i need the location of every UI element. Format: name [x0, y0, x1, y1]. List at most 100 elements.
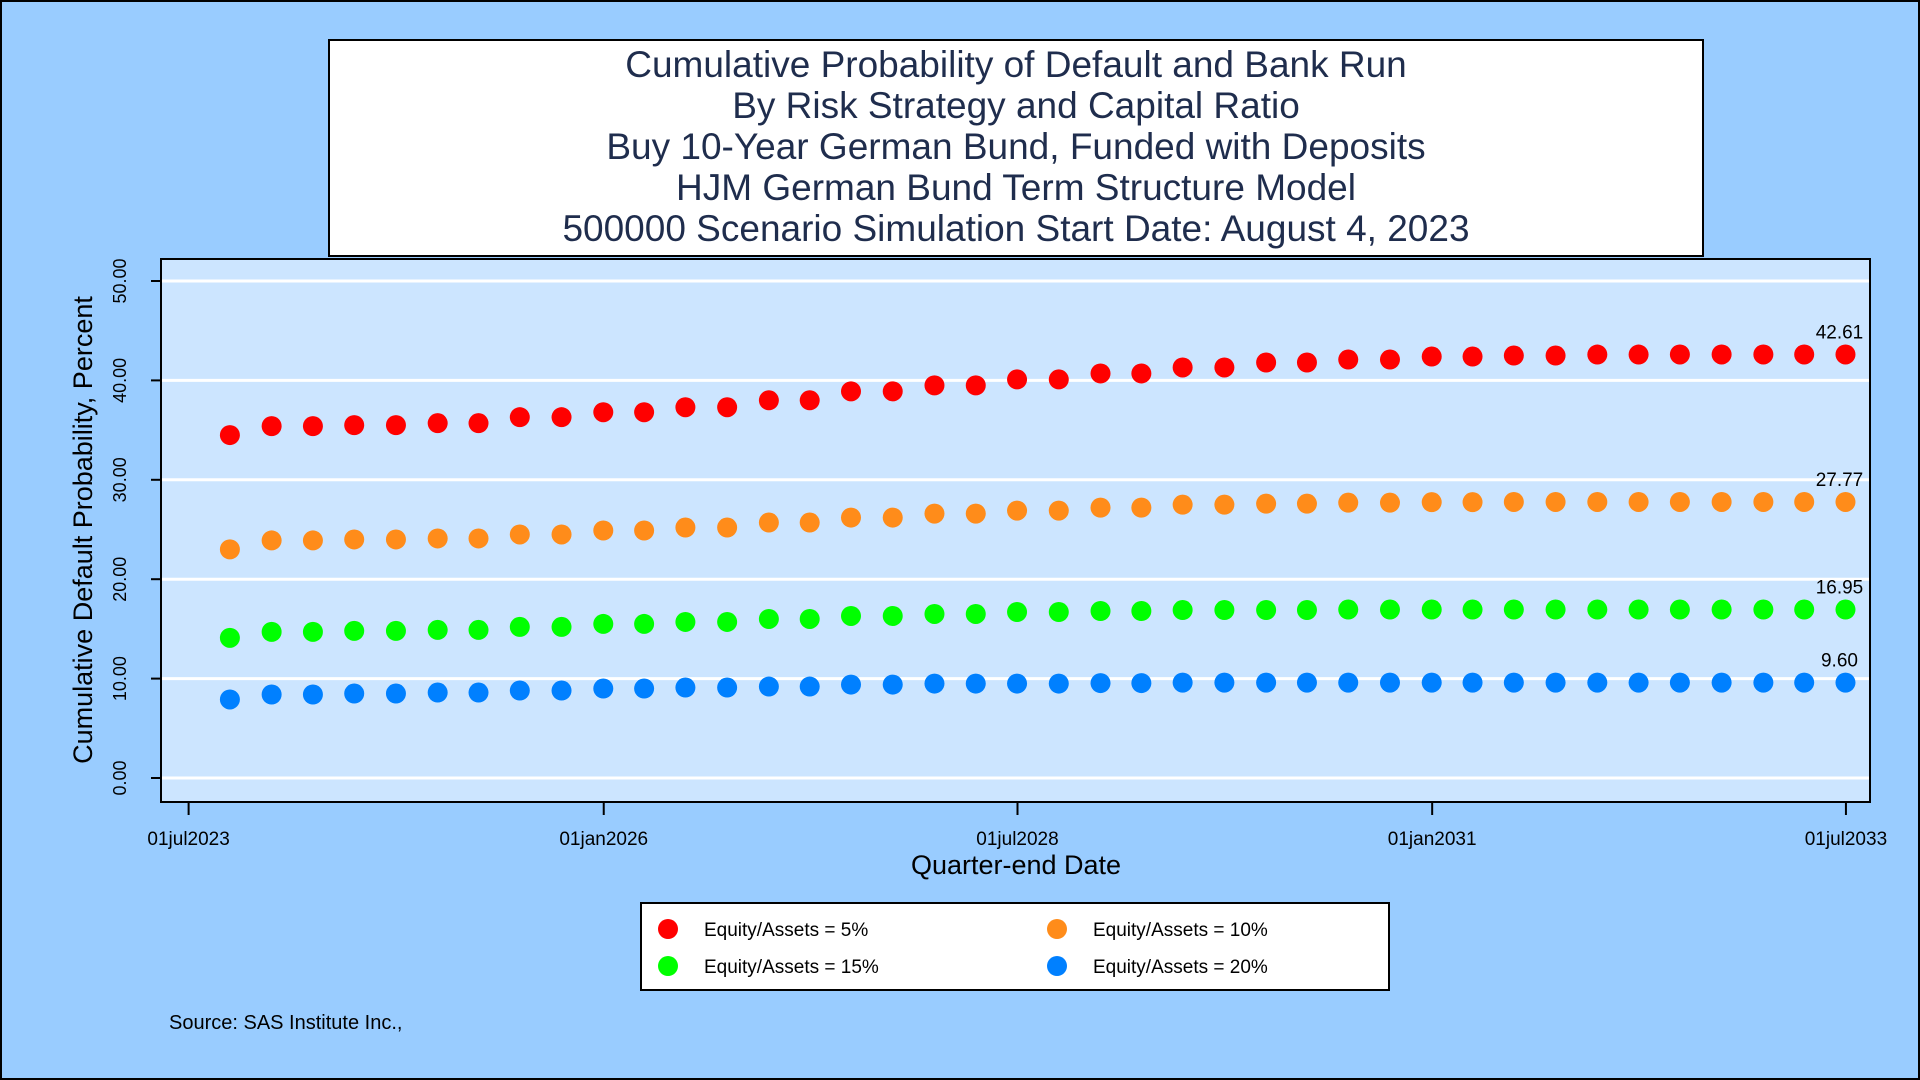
- data-point: [799, 676, 820, 697]
- data-point: [1587, 599, 1608, 620]
- data-point: [717, 611, 738, 632]
- data-point: [634, 520, 655, 541]
- title-line-3: Buy 10-Year German Bund, Funded with Dep…: [606, 126, 1425, 167]
- data-point: [509, 407, 530, 428]
- data-point: [1503, 491, 1524, 512]
- data-point: [758, 676, 779, 697]
- data-point: [717, 517, 738, 538]
- data-point: [1338, 672, 1359, 693]
- data-point: [1794, 599, 1815, 620]
- data-point: [1296, 600, 1317, 621]
- series-4: [219, 672, 1856, 710]
- data-point: [261, 684, 282, 705]
- data-point: [1835, 344, 1856, 365]
- data-point: [427, 619, 448, 640]
- data-point: [219, 425, 240, 446]
- data-point: [1587, 344, 1608, 365]
- data-point: [1048, 500, 1069, 521]
- data-point: [1214, 357, 1235, 378]
- data-point: [965, 375, 986, 396]
- data-point: [1338, 599, 1359, 620]
- data-point: [1007, 602, 1028, 623]
- data-point: [1090, 363, 1111, 384]
- legend-marker: [1047, 919, 1067, 939]
- data-point: [344, 529, 365, 550]
- end-value-label: 42.61: [1816, 322, 1864, 343]
- data-point: [965, 603, 986, 624]
- data-point: [799, 512, 820, 533]
- data-point: [468, 528, 489, 549]
- data-point: [1256, 672, 1277, 693]
- data-point: [1835, 599, 1856, 620]
- data-point: [965, 503, 986, 524]
- chart-title: Cumulative Probability of Default and Ba…: [562, 44, 1469, 249]
- data-point: [1753, 344, 1774, 365]
- data-point: [924, 503, 945, 524]
- data-point: [1214, 494, 1235, 515]
- data-point: [675, 677, 696, 698]
- data-point: [509, 680, 530, 701]
- data-point: [1753, 672, 1774, 693]
- data-point: [1379, 672, 1400, 693]
- data-point: [1711, 599, 1732, 620]
- data-point: [1214, 600, 1235, 621]
- data-point: [1835, 672, 1856, 693]
- data-point: [302, 684, 323, 705]
- end-labels: 42.61 27.77 16.95 9.60: [1816, 322, 1864, 671]
- data-point: [344, 415, 365, 436]
- data-point: [219, 689, 240, 710]
- data-point: [1379, 492, 1400, 513]
- data-point: [509, 616, 530, 637]
- x-tick-label: 01jul2028: [976, 829, 1058, 850]
- data-point: [1753, 491, 1774, 512]
- data-point: [1131, 497, 1152, 518]
- y-tick-label: 10.00: [110, 656, 130, 701]
- legend-item: Equity/Assets = 5%: [658, 919, 868, 941]
- data-point: [1711, 344, 1732, 365]
- data-point: [1421, 599, 1442, 620]
- data-point: [1048, 602, 1069, 623]
- data-point: [551, 616, 572, 637]
- data-point: [1172, 357, 1193, 378]
- y-tick-label: 20.00: [110, 557, 130, 602]
- data-point: [1545, 672, 1566, 693]
- y-tick-label: 30.00: [110, 457, 130, 502]
- data-point: [882, 605, 903, 626]
- data-point: [1835, 491, 1856, 512]
- data-point: [1421, 346, 1442, 367]
- end-value-label: 9.60: [1821, 651, 1858, 672]
- data-point: [1794, 491, 1815, 512]
- data-point: [882, 674, 903, 695]
- x-axis: 01jul2023 01jan2026 01jul2028 01jan2031 01ju…: [147, 801, 1887, 850]
- data-point: [551, 680, 572, 701]
- data-point: [634, 678, 655, 699]
- y-tick-label: 40.00: [110, 358, 130, 403]
- data-point: [302, 530, 323, 551]
- data-point: [1628, 344, 1649, 365]
- data-point: [385, 620, 406, 641]
- x-tick-label: 01jul2033: [1805, 829, 1887, 850]
- data-point: [1131, 363, 1152, 384]
- data-point: [758, 512, 779, 533]
- data-point: [1462, 599, 1483, 620]
- data-point: [1545, 345, 1566, 366]
- legend-label: Equity/Assets = 15%: [704, 957, 879, 978]
- legend: Equity/Assets = 5% Equity/Assets = 10% Equ…: [658, 919, 1268, 978]
- data-point: [1669, 599, 1690, 620]
- data-point: [302, 416, 323, 437]
- data-point: [1753, 599, 1774, 620]
- data-point: [219, 539, 240, 560]
- data-point: [551, 524, 572, 545]
- series-1: [219, 344, 1856, 446]
- data-point: [261, 416, 282, 437]
- data-point: [385, 529, 406, 550]
- plot-area: [160, 258, 1871, 803]
- data-point: [840, 381, 861, 402]
- data-point: [1462, 672, 1483, 693]
- data-point: [965, 673, 986, 694]
- data-point: [427, 528, 448, 549]
- data-point: [1338, 492, 1359, 513]
- data-point: [924, 603, 945, 624]
- data-point: [882, 507, 903, 528]
- data-point: [593, 402, 614, 423]
